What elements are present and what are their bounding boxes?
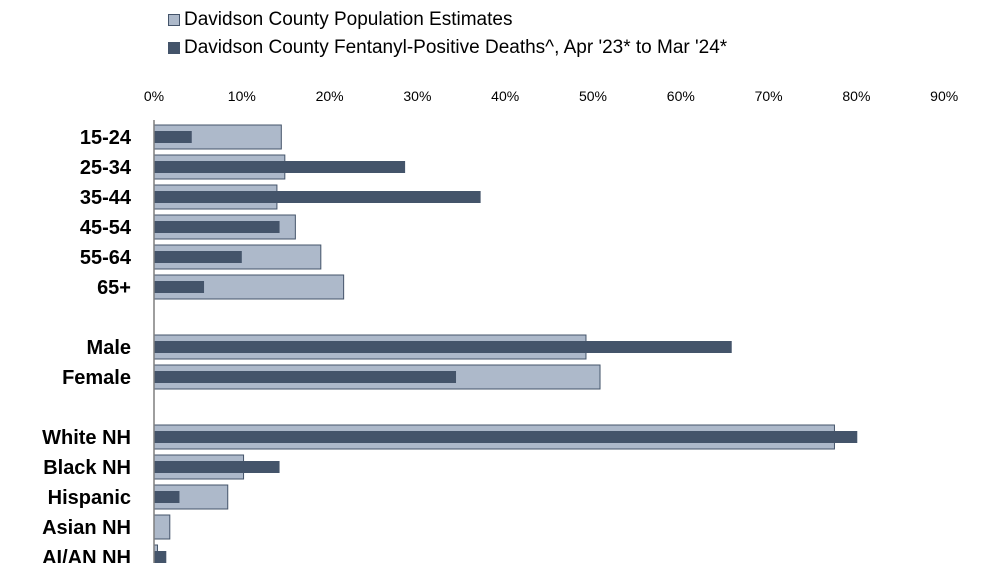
y-category-label: Female [62, 367, 131, 389]
bar-population [153, 514, 171, 540]
y-category-label: White NH [42, 427, 131, 449]
y-category-label: 45-54 [80, 217, 132, 239]
y-category-label: Male [87, 337, 131, 359]
bar-deaths [154, 161, 406, 173]
legend-item-population: Davidson County Population Estimates [168, 6, 727, 34]
y-category-label: AI/AN NH [42, 547, 131, 563]
bar-deaths [154, 551, 167, 563]
x-tick-label: 20% [316, 88, 344, 104]
legend-item-deaths: Davidson County Fentanyl-Positive Deaths… [168, 34, 727, 62]
chart-legend: Davidson County Population Estimates Dav… [168, 6, 727, 62]
bar-deaths [154, 461, 280, 473]
y-category-label: 35-44 [80, 187, 132, 209]
y-category-label: 55-64 [80, 247, 132, 269]
x-tick-label: 70% [755, 88, 783, 104]
bar-deaths [154, 131, 192, 143]
y-category-label: Hispanic [48, 487, 131, 509]
bar-deaths [154, 341, 732, 353]
x-tick-label: 10% [228, 88, 256, 104]
bar-deaths [154, 281, 205, 293]
bar-deaths [154, 431, 858, 443]
legend-label-population: Davidson County Population Estimates [184, 9, 513, 30]
bar-deaths [154, 221, 280, 233]
legend-swatch-population [168, 14, 180, 26]
bar-deaths [154, 251, 242, 263]
x-tick-label: 60% [667, 88, 695, 104]
y-category-label: Black NH [43, 457, 131, 479]
y-category-label: 25-34 [80, 157, 132, 179]
y-category-label: Asian NH [42, 517, 131, 539]
bar-deaths [154, 191, 481, 203]
y-category-label: 15-24 [80, 127, 132, 149]
x-tick-label: 30% [403, 88, 431, 104]
bar-deaths [154, 371, 457, 383]
legend-swatch-deaths [168, 42, 180, 54]
x-tick-label: 50% [579, 88, 607, 104]
y-category-label: 65+ [97, 277, 131, 299]
x-tick-label: 40% [491, 88, 519, 104]
legend-label-deaths: Davidson County Fentanyl-Positive Deaths… [184, 37, 728, 58]
x-tick-label: 90% [930, 88, 958, 104]
bar-deaths [154, 491, 180, 503]
x-tick-label: 80% [842, 88, 870, 104]
x-tick-label: 0% [144, 88, 164, 104]
